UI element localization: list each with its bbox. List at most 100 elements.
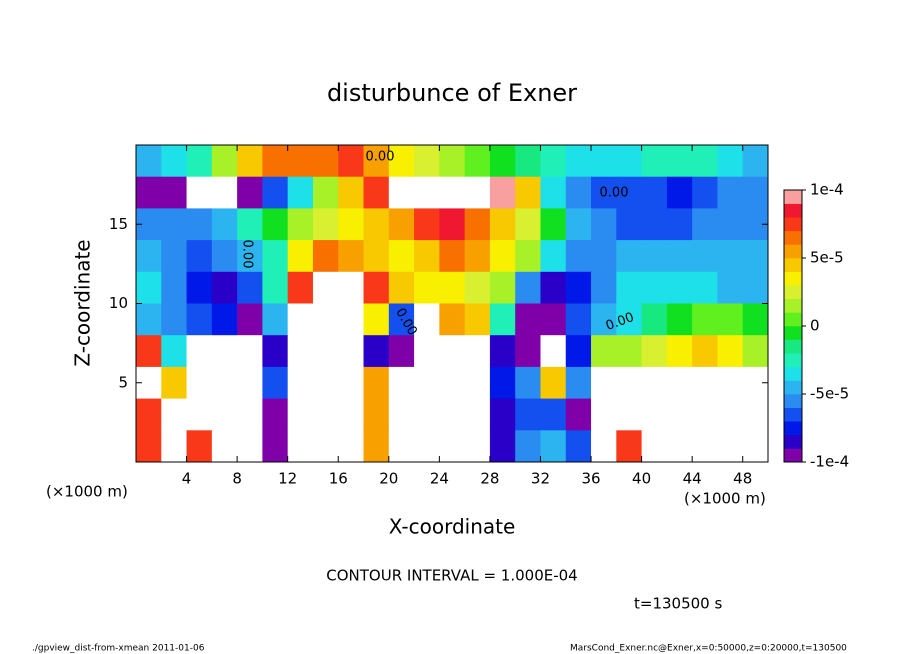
field-cell [262,176,289,209]
x-tick-label: 44 [683,470,702,488]
field-cell [666,240,693,273]
field-cell [464,398,491,431]
field-cell [591,176,617,209]
field-cell [540,398,567,431]
field-cell [186,335,213,368]
field-cell [363,145,390,178]
field-cell [540,240,567,273]
field-cell [540,145,567,178]
field-cell [161,335,188,368]
field-cell [237,208,263,241]
x-tick-label: 8 [232,470,242,488]
field-cell [312,398,339,431]
field-cell [692,176,718,209]
field-cell [464,430,491,463]
colorbar-tick-label: -5e-5 [810,385,849,403]
field-cell [641,366,668,400]
field-cell [338,145,365,178]
field-cell [717,145,744,178]
field-cell [439,398,466,431]
colorbar-segment [784,448,802,463]
field-cell [363,335,390,368]
field-cell [161,271,188,304]
field-cell [186,398,213,431]
colorbar-segment [784,434,802,449]
field-cell [591,303,617,336]
field-cell [414,176,440,209]
footer-right: MarsCond_Exner.nc@Exner,x=0:50000,z=0:20… [570,644,847,654]
colorbar-tick-label: 5e-5 [810,249,844,267]
field-cell [616,303,643,336]
field-cell [742,303,769,336]
field-cell [287,145,314,178]
field-cell [287,430,314,463]
time-label: t=130500 s [634,595,722,613]
field-cell [363,303,390,336]
field-cell [565,176,592,209]
colorbar-segment [784,217,802,232]
field-cell [515,430,541,463]
contour-interval: CONTOUR INTERVAL = 1.000E-04 [326,567,577,585]
field-cell [641,208,668,241]
footer-left: ./gpview_dist-from-xmean 2011-01-06 [32,644,205,654]
field-cell [237,176,263,209]
x-tick-label: 28 [480,470,499,488]
field-cell [489,335,516,368]
field-cell [262,145,289,178]
field-cell [540,335,567,368]
field-cell [616,145,643,178]
field-cell [312,240,339,273]
field-cell [136,398,162,431]
field-cell [414,145,440,178]
field-cell [641,271,668,304]
field-cell [489,366,516,400]
field-cell [211,176,238,209]
field-cell [439,430,466,463]
field-cell [414,335,440,368]
field-cell [237,430,263,463]
x-tick-label: 20 [379,470,398,488]
field-cell [464,303,491,336]
field-cell [237,335,263,368]
field-cell [136,176,162,209]
field-cell [591,430,617,463]
field-cell [414,240,440,273]
field-cell [262,430,289,463]
field-cell [692,335,718,368]
field-cell [464,335,491,368]
field-cell [666,208,693,241]
field-cell [717,335,744,368]
field-cell [591,335,617,368]
x-tick-label: 12 [278,470,297,488]
field-cell [717,240,744,273]
field-cell [717,430,744,463]
field-cell [439,240,466,273]
field-cell [591,208,617,241]
field-cell [338,303,365,336]
field-cell [439,335,466,368]
field-cell [211,430,238,463]
field-cell [515,208,541,241]
field-cell [591,271,617,304]
field-cell [388,271,415,304]
y-axis-label: Z-coordinate [71,239,95,366]
x-tick-label: 24 [430,470,449,488]
field-cell [136,335,162,368]
x-unit: (×1000 m) [684,490,766,508]
field-cell [363,208,390,241]
field-cell [388,240,415,273]
colorbar-segment [784,203,802,218]
field-cell [237,240,263,273]
field-cell [616,176,643,209]
colorbar-segment [784,421,802,436]
field-cell [262,398,289,431]
field-cell [186,303,213,336]
field-cell [211,366,238,400]
field-cell [262,271,289,304]
colorbar-segment [784,312,802,327]
field-cell [287,366,314,400]
field-cell [186,145,213,178]
field-cell [692,303,718,336]
field-cell [186,366,213,400]
field-cell [237,145,263,178]
